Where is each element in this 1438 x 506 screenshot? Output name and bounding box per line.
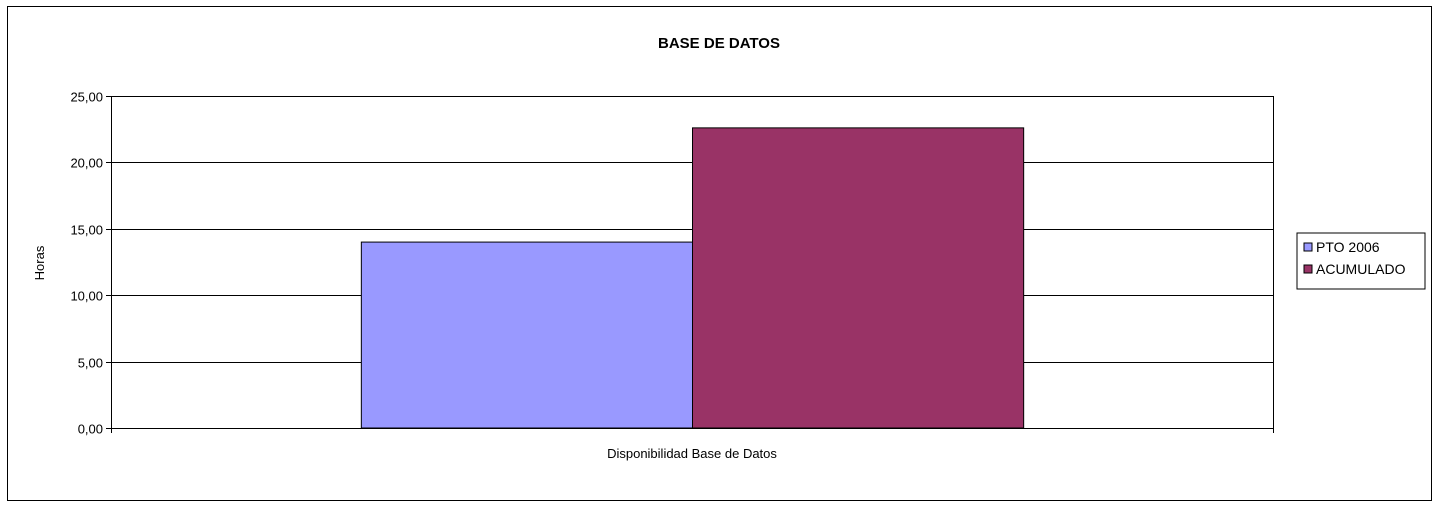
legend-label: ACUMULADO [1316,261,1406,277]
y-tick-label: 20,00 [70,156,103,171]
y-tick-label: 5,00 [78,356,103,371]
y-tick-label: 15,00 [70,223,103,238]
y-tick-labels: 0,00 5,00 10,00 15,00 20,00 25,00 [70,90,103,437]
bar-acumulado [692,127,1025,429]
legend: PTO 2006 ACUMULADO [1296,232,1426,290]
y-tick-label: 25,00 [70,90,103,105]
bar-chart: BASE DE DATOS Horas 0,00 5,00 10,00 15,00 20… [32,35,1426,461]
chart-frame: BASE DE DATOS Horas 0,00 5,00 10,00 15,00 20… [7,6,1432,501]
x-tick-labels: Disponibilidad Base de Datos [607,446,777,461]
y-tick-label: 0,00 [78,422,103,437]
x-tick-label: Disponibilidad Base de Datos [607,446,777,461]
axes [106,96,1274,433]
bar-pto-2006 [360,241,693,429]
legend-box [1296,232,1426,290]
gridlines [111,96,1273,363]
chart-title: BASE DE DATOS [658,35,780,52]
bars [360,127,1025,429]
y-axis-label: Horas [32,245,47,280]
legend-label: PTO 2006 [1316,239,1380,255]
y-tick-label: 10,00 [70,289,103,304]
legend-swatch [1303,242,1313,252]
legend-swatch [1303,264,1313,274]
